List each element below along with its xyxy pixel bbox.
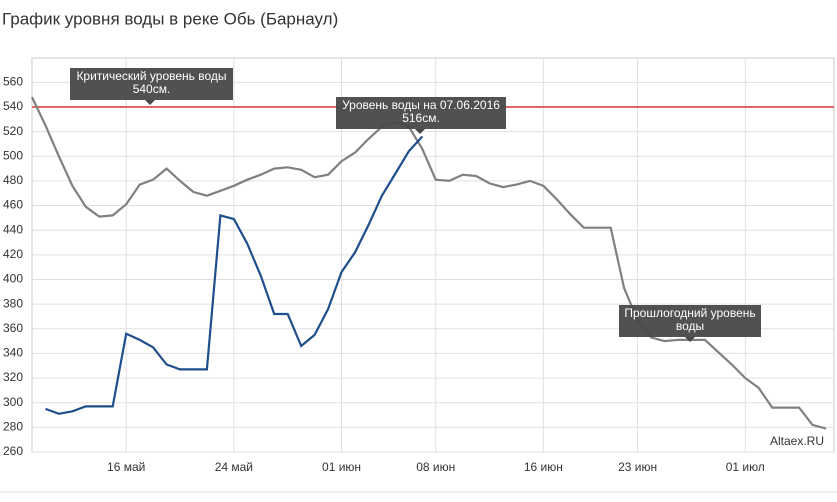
y-tick-label: 280 [3, 420, 23, 434]
annotation-text: Прошлогодний уровень [624, 306, 755, 320]
annotation-text: Уровень воды на 07.06.2016 [342, 98, 500, 112]
annotation-text: Критический уровень воды [76, 69, 226, 83]
x-tick-label: 23 июн [618, 460, 657, 474]
y-tick-label: 400 [3, 272, 23, 286]
y-tick-label: 360 [3, 321, 23, 335]
annotation-box [70, 68, 233, 100]
y-tick-label: 540 [3, 99, 23, 113]
y-tick-label: 480 [3, 173, 23, 187]
x-tick-label: 24 май [215, 460, 253, 474]
annotation-pointer [145, 100, 155, 105]
annotation-box [336, 97, 506, 129]
x-tick-label: 01 июн [322, 460, 361, 474]
watermark: Altaex.RU [770, 434, 824, 448]
x-tick-label: 16 июн [524, 460, 563, 474]
y-tick-label: 560 [3, 74, 23, 88]
y-tick-label: 300 [3, 395, 23, 409]
y-tick-label: 420 [3, 247, 23, 261]
chart-title: График уровня воды в реке Обь (Барнаул) [2, 9, 338, 28]
y-tick-label: 500 [3, 148, 23, 162]
y-tick-label: 460 [3, 198, 23, 212]
annotation-text: 540см. [133, 82, 171, 96]
annotation-text: воды [676, 319, 704, 333]
series-line [45, 135, 424, 415]
y-tick-label: 340 [3, 346, 23, 360]
y-tick-label: 440 [3, 222, 23, 236]
y-tick-label: 320 [3, 370, 23, 384]
y-tick-label: 380 [3, 296, 23, 310]
series-line [31, 96, 827, 430]
x-tick-label: 16 май [107, 460, 145, 474]
annotation-box [619, 305, 761, 337]
x-tick-label: 01 июл [726, 460, 765, 474]
y-tick-label: 520 [3, 124, 23, 138]
x-tick-label: 08 июн [416, 460, 455, 474]
y-tick-label: 260 [3, 444, 23, 458]
annotation-text: 516см. [402, 111, 440, 125]
annotation-pointer [685, 337, 695, 342]
annotation-pointer [415, 129, 425, 134]
